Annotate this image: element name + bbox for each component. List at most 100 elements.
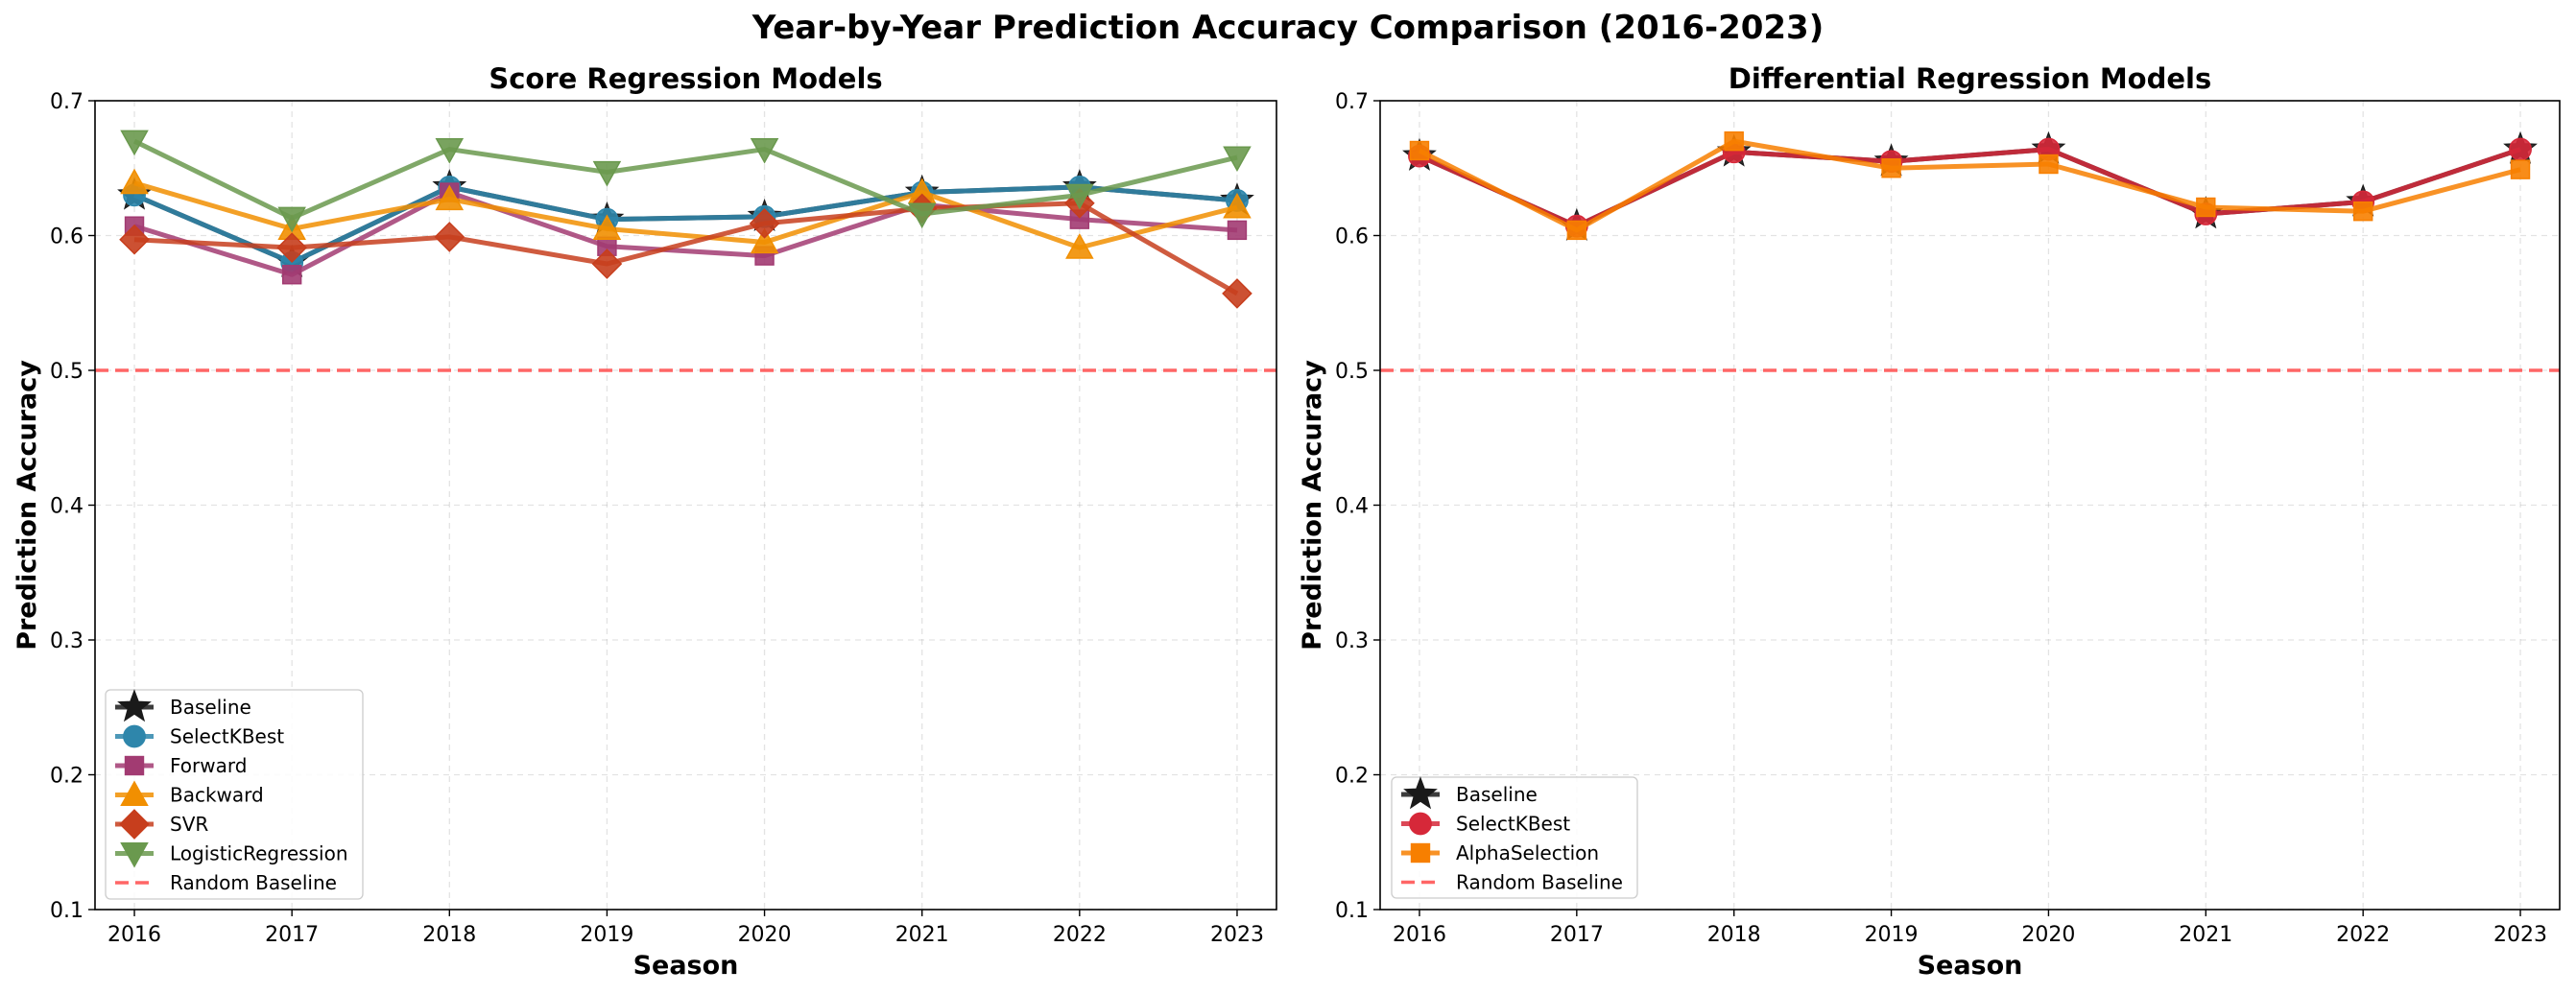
y-tick-label: 0.2 <box>50 765 83 789</box>
x-tick-label: 2018 <box>422 923 476 947</box>
data-point <box>435 184 465 211</box>
data-point <box>1065 233 1094 259</box>
legend-marker <box>117 689 152 722</box>
x-tick-label: 2019 <box>580 923 633 947</box>
data-point <box>277 206 306 233</box>
legend-label: Forward <box>170 754 247 777</box>
legend-marker <box>1410 842 1431 864</box>
data-point <box>1222 278 1252 309</box>
x-tick-label: 2023 <box>2493 923 2547 947</box>
data-point <box>2039 154 2059 175</box>
data-point <box>1724 130 1744 152</box>
data-point <box>592 214 622 241</box>
y-tick-label: 0.4 <box>50 495 83 519</box>
data-point <box>1227 220 1248 241</box>
chart-panel-2: 2016 2017 2018 2019 2020 2021 2022 2023 0.1 0.2 0.… <box>1298 62 2561 981</box>
y-tick-label: 0.4 <box>1335 495 1369 519</box>
y-tick-label: 0.5 <box>1335 360 1369 384</box>
data-point <box>592 160 622 187</box>
data-point <box>2509 137 2532 161</box>
legend-item: SelectKBest <box>1401 813 1570 836</box>
legend-item: SVR <box>115 809 208 840</box>
legend-label: SelectKBest <box>1456 813 1570 836</box>
x-tick-label: 2019 <box>1865 923 1919 947</box>
legend-box <box>105 689 364 900</box>
legend-marker <box>1403 776 1438 810</box>
data-point <box>120 130 149 156</box>
x-tick-label: 2023 <box>1210 923 1264 947</box>
data-point <box>591 248 623 279</box>
y-tick-label: 0.5 <box>50 360 83 384</box>
x-tick-label: 2017 <box>265 923 319 947</box>
data-point <box>119 224 150 255</box>
data-point <box>2510 159 2531 179</box>
figure-title: Year-by-Year Prediction Accuracy Compari… <box>751 9 1825 47</box>
data-point <box>907 202 937 229</box>
panel-title: Differential Regression Models <box>1729 62 2211 95</box>
legend: Baseline SelectKBest AlphaSelection Random … <box>1391 776 1638 899</box>
series-alphaselection <box>1409 130 2531 241</box>
data-point <box>435 138 465 164</box>
legend-label: Backward <box>170 784 264 807</box>
legend-item: AlphaSelection <box>1401 841 1599 864</box>
data-point <box>1223 192 1252 219</box>
legend-marker <box>119 809 150 840</box>
series-line <box>133 201 1239 296</box>
chart-panel-1: 2016 2017 2018 2019 2020 2021 2022 2023 0.1 0.2 0.… <box>12 62 1277 981</box>
y-tick-label: 0.2 <box>1335 765 1369 789</box>
data-point <box>1065 183 1094 210</box>
series-line <box>133 184 1238 266</box>
legend-label: SelectKBest <box>170 725 284 748</box>
data-point <box>749 208 780 239</box>
x-tick-label: 2020 <box>738 923 792 947</box>
data-point <box>2196 197 2216 218</box>
legend-label: Baseline <box>1456 783 1538 806</box>
data-point <box>281 265 302 285</box>
data-point <box>750 138 779 164</box>
x-tick-label: 2022 <box>1053 923 1107 947</box>
x-tick-label: 2016 <box>1393 923 1446 947</box>
legend-item: Backward <box>115 780 264 807</box>
x-tick-label: 2018 <box>1707 923 1761 947</box>
panel-title: Score Regression Models <box>489 62 882 95</box>
legend-item: SelectKBest <box>115 725 284 748</box>
legend-item: Baseline <box>1401 776 1538 810</box>
legend-label: LogisticRegression <box>170 842 348 865</box>
legend-marker <box>123 724 146 748</box>
series-line <box>1418 138 2521 233</box>
legend-marker <box>124 755 145 776</box>
y-tick-label: 0.7 <box>50 90 83 114</box>
legend-item: LogisticRegression <box>115 841 348 868</box>
y-tick-label: 0.6 <box>1335 225 1369 249</box>
data-point <box>1409 140 1430 161</box>
series-line <box>133 180 1238 250</box>
y-tick-label: 0.3 <box>1335 629 1369 653</box>
data-point <box>2352 201 2373 222</box>
legend-label: SVR <box>170 813 208 836</box>
legend-item: Baseline <box>115 689 251 722</box>
legend-marker <box>120 841 149 868</box>
data-point <box>276 232 307 263</box>
legend-label: Baseline <box>170 696 251 719</box>
x-tick-label: 2021 <box>895 923 949 947</box>
y-axis-label: Prediction Accuracy <box>1298 360 1327 651</box>
x-tick-label: 2017 <box>1550 923 1604 947</box>
x-tick-label: 2020 <box>2021 923 2075 947</box>
y-tick-label: 0.3 <box>50 629 83 653</box>
legend-marker <box>120 780 149 807</box>
chart-panels: 2016 2017 2018 2019 2020 2021 2022 2023 0.1 0.2 0.… <box>12 62 2561 981</box>
data-point <box>1566 220 1587 241</box>
y-tick-label: 0.6 <box>50 225 83 249</box>
series-line <box>133 190 1238 277</box>
y-tick-label: 0.1 <box>50 899 83 923</box>
legend-item: Random Baseline <box>115 871 337 894</box>
data-point <box>1881 158 1901 178</box>
legend-label: Random Baseline <box>170 871 337 894</box>
legend-box <box>1391 776 1638 899</box>
x-axis-label: Season <box>633 951 739 981</box>
legend-marker <box>1409 812 1432 836</box>
y-tick-label: 0.1 <box>1335 899 1369 923</box>
data-point <box>434 222 465 252</box>
legend-item: Random Baseline <box>1401 871 1623 894</box>
